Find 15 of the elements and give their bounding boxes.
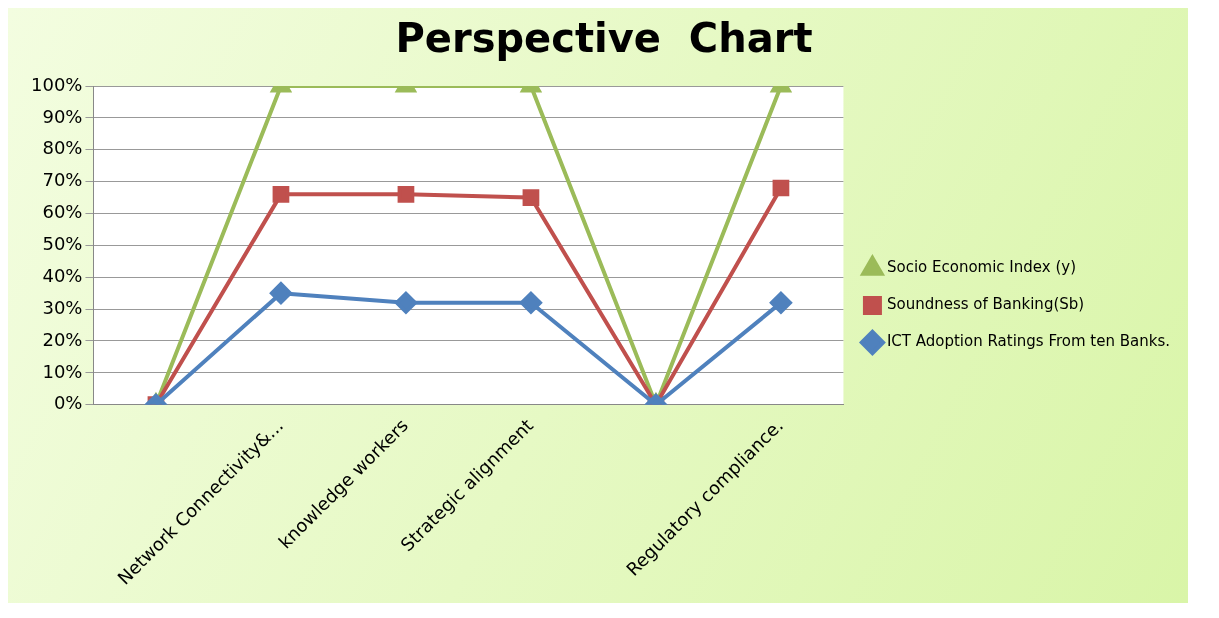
chart-title: Perspective Chart bbox=[395, 15, 813, 62]
y-tick-label: 40% bbox=[42, 264, 83, 286]
legend-label: Soundness of Banking(Sb) bbox=[886, 295, 1085, 314]
y-tick-label: 20% bbox=[42, 328, 83, 350]
y-tick-label: 90% bbox=[42, 105, 83, 127]
y-tick-label: 70% bbox=[42, 169, 83, 191]
legend-label: Socio Economic Index (y) bbox=[886, 258, 1077, 277]
y-tick-label: 50% bbox=[42, 233, 83, 255]
y-tick-label: 10% bbox=[42, 360, 83, 382]
y-tick-label: 100% bbox=[30, 73, 83, 95]
y-tick-label: 60% bbox=[42, 201, 83, 223]
y-tick-label: 0% bbox=[53, 392, 83, 414]
y-tick-label: 30% bbox=[42, 296, 83, 318]
y-tick-label: 80% bbox=[42, 137, 83, 159]
legend-label: ICT Adoption Ratings From ten Banks. bbox=[886, 332, 1171, 351]
